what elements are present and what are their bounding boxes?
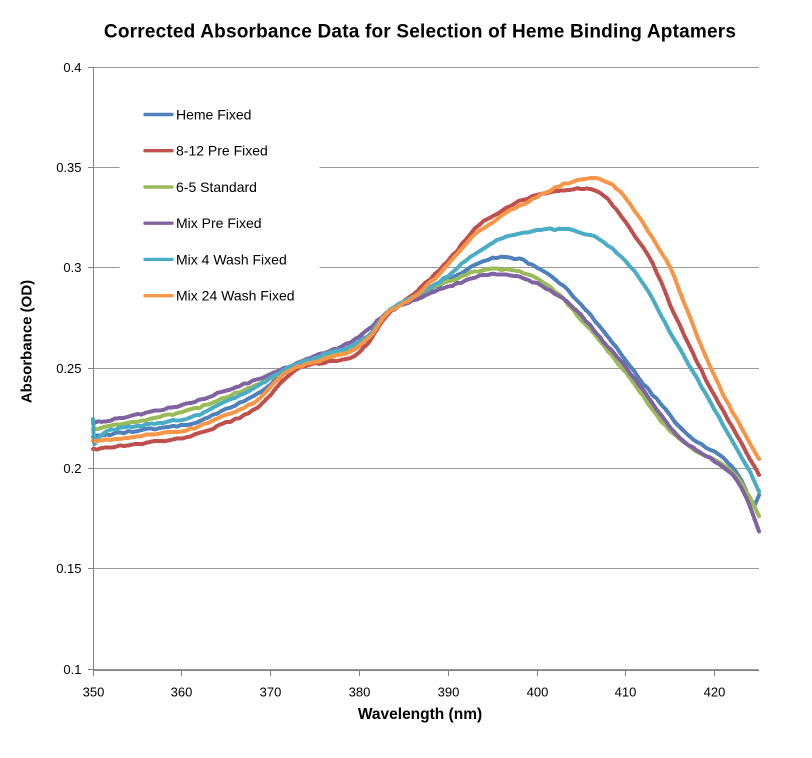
svg-text:Mix 24 Wash Fixed: Mix 24 Wash Fixed — [176, 288, 295, 304]
svg-text:Mix 4 Wash Fixed: Mix 4 Wash Fixed — [176, 251, 287, 267]
svg-text:370: 370 — [260, 685, 282, 700]
svg-text:0.1: 0.1 — [63, 662, 81, 677]
svg-text:Heme Fixed: Heme Fixed — [176, 107, 251, 123]
svg-text:0.2: 0.2 — [63, 461, 81, 476]
svg-text:420: 420 — [704, 685, 726, 700]
svg-text:360: 360 — [171, 685, 193, 700]
svg-text:Absorbance (OD): Absorbance (OD) — [19, 280, 36, 403]
svg-text:410: 410 — [615, 685, 637, 700]
svg-text:350: 350 — [83, 685, 105, 700]
svg-text:Mix Pre Fixed: Mix Pre Fixed — [176, 215, 262, 231]
svg-text:8-12 Pre Fixed: 8-12 Pre Fixed — [176, 143, 268, 159]
svg-text:6-5 Standard: 6-5 Standard — [176, 179, 257, 195]
svg-text:0.4: 0.4 — [63, 60, 81, 75]
svg-text:400: 400 — [527, 685, 549, 700]
svg-text:0.15: 0.15 — [56, 561, 81, 576]
svg-text:0.25: 0.25 — [56, 361, 81, 376]
svg-text:0.35: 0.35 — [56, 160, 81, 175]
svg-text:Corrected Absorbance Data for: Corrected Absorbance Data for Selection … — [104, 22, 736, 43]
svg-text:0.3: 0.3 — [63, 260, 81, 275]
svg-text:Wavelength (nm): Wavelength (nm) — [358, 706, 482, 723]
svg-text:380: 380 — [349, 685, 371, 700]
svg-text:390: 390 — [438, 685, 460, 700]
